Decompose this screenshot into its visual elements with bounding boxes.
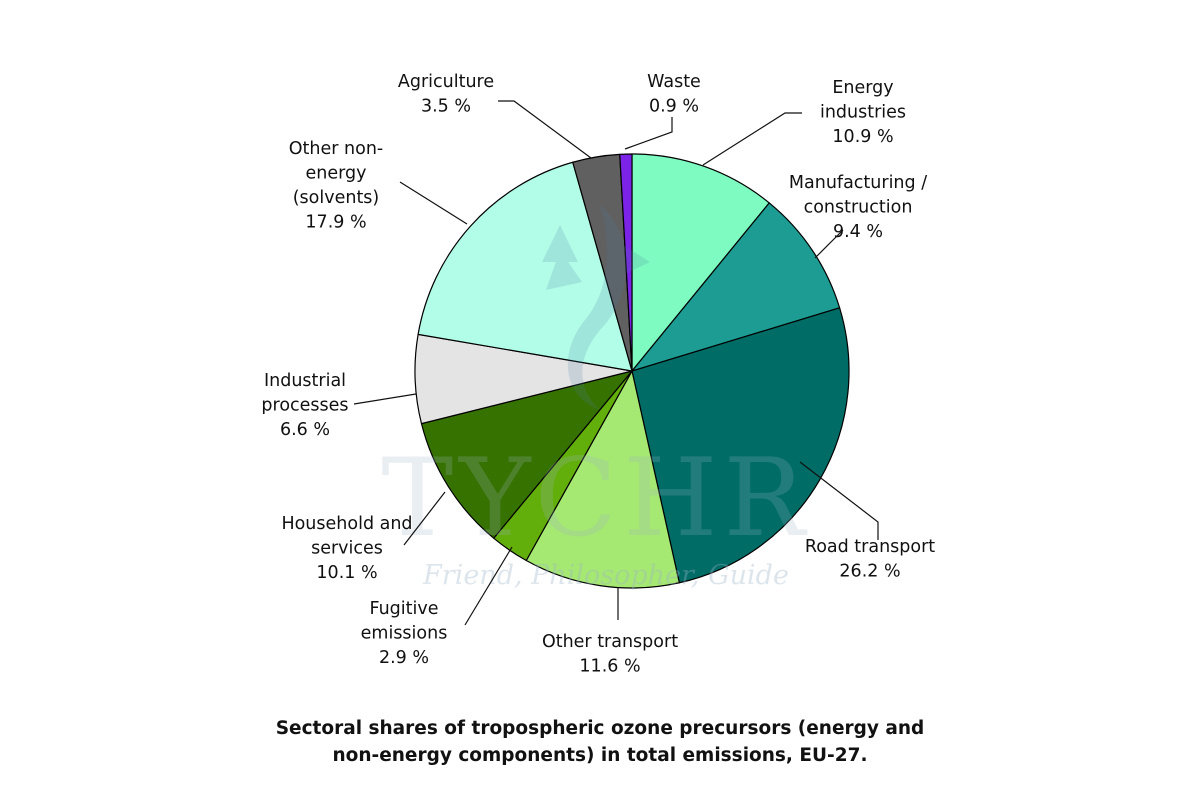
pie-slice-other-transport	[525, 370, 680, 589]
slice-label-line: Household and	[281, 514, 412, 534]
leader-line	[799, 461, 879, 540]
slice-label-line: Waste	[647, 72, 701, 92]
pie-slice-household-and-services	[420, 370, 633, 539]
pie-slice-road-transport	[631, 307, 850, 584]
leader-line	[403, 491, 446, 546]
watermark-brand: TYCHR	[381, 436, 811, 561]
slice-label: Energy industries 10.9 %	[820, 78, 906, 147]
watermark: TYCHR Friend, Philosopher, Guide	[381, 205, 811, 591]
slice-label: Manufacturing / construction 9.4 %	[789, 173, 927, 242]
slice-label-line: 26.2 %	[839, 562, 900, 582]
slice-label-line: Energy	[832, 78, 893, 98]
pie-chart: TYCHR Friend, Philosopher, Guide Energy i…	[261, 72, 935, 677]
slice-label-line: 0.9 %	[649, 97, 699, 117]
slice-label-line: Agriculture	[398, 72, 494, 92]
slice-label-line: Other transport	[542, 632, 678, 652]
slice-label-line: Road transport	[805, 537, 935, 557]
pie-slice-waste	[619, 153, 633, 372]
leader-line	[353, 393, 417, 405]
slice-label: Household and services 10.1 %	[281, 514, 412, 583]
slice-label: Other non-energy (solvents) 17.9 %	[289, 139, 383, 233]
slice-label: Waste 0.9 %	[647, 72, 701, 117]
slice-label: Road transport 26.2 %	[805, 537, 935, 582]
pie-slice-energy-industries	[631, 153, 770, 372]
leader-line	[399, 181, 468, 225]
slice-label-line: 10.1 %	[316, 563, 377, 583]
slice-label-line: Industrial	[264, 371, 346, 391]
pie-slices	[414, 153, 850, 589]
slice-label-line: energy	[306, 164, 367, 184]
slice-label-line: 6.6 %	[280, 420, 330, 440]
pie-slice-other-non-energy-solvents	[417, 161, 633, 372]
leader-line	[814, 229, 844, 259]
slice-label-line: Other non-	[289, 139, 383, 159]
slice-label-line: 3.5 %	[421, 97, 471, 117]
slice-label-line: processes	[261, 396, 348, 416]
slice-label-line: 2.9 %	[379, 648, 429, 668]
pie-slice-manufacturing-construction	[631, 202, 841, 372]
leader-lines	[353, 100, 879, 626]
slice-label-line: industries	[820, 103, 906, 123]
watermark-logo-icon	[542, 205, 650, 410]
leader-line	[498, 100, 592, 159]
slice-label-line: 11.6 %	[579, 657, 640, 677]
slice-label-line: Manufacturing /	[789, 173, 927, 193]
slice-label: Other transport 11.6 %	[542, 632, 678, 677]
slice-label: Fugitive emissions 2.9 %	[361, 599, 448, 668]
slice-label-line: 10.9 %	[832, 127, 893, 147]
slice-labels: Energy industries 10.9 % Manufacturing / con…	[261, 72, 935, 677]
slice-label-line: services	[311, 539, 383, 559]
slice-label: Industrial processes 6.6 %	[261, 371, 348, 440]
slice-label-line: construction	[804, 198, 913, 218]
leader-line	[702, 112, 802, 166]
chart-caption: Sectoral shares of tropospheric ozone pr…	[0, 715, 1200, 769]
caption-line-1: Sectoral shares of tropospheric ozone pr…	[275, 718, 925, 739]
slice-label-line: 17.9 %	[305, 213, 366, 233]
slice-label-line: emissions	[361, 624, 448, 644]
slice-label-line: (solvents)	[293, 188, 380, 208]
leader-line	[624, 117, 673, 150]
slice-label-line: Fugitive	[369, 599, 438, 619]
watermark-tagline: Friend, Philosopher, Guide	[422, 560, 789, 591]
slice-label-line: 9.4 %	[833, 222, 883, 242]
slice-label: Agriculture 3.5 %	[398, 72, 494, 117]
leader-line	[464, 546, 513, 626]
caption-line-2: non-energy components) in total emission…	[332, 745, 868, 766]
